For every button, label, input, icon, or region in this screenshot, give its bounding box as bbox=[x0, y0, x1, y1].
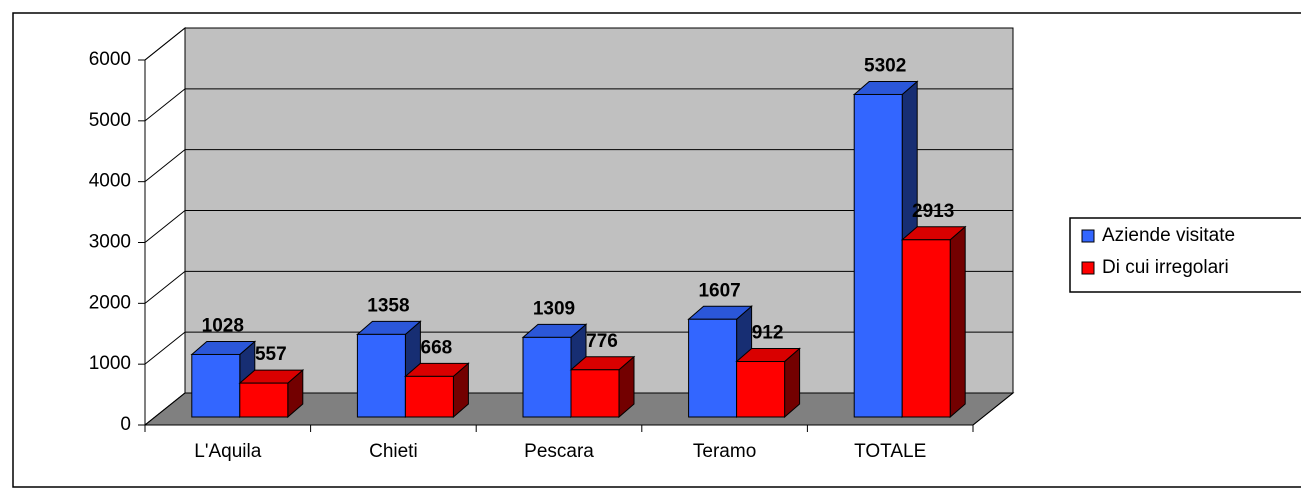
value-label: 1309 bbox=[533, 298, 575, 319]
legend-label: Di cui irregolari bbox=[1102, 257, 1229, 278]
bar-side bbox=[949, 225, 966, 419]
legend-swatch bbox=[1081, 261, 1095, 275]
y-tick-label: 3000 bbox=[89, 232, 131, 253]
value-label: 912 bbox=[752, 323, 784, 344]
value-label: 1028 bbox=[202, 315, 244, 336]
y-tick-label: 1000 bbox=[89, 353, 131, 374]
grid-line bbox=[144, 210, 1013, 243]
value-label: 776 bbox=[586, 331, 618, 352]
bar bbox=[191, 353, 241, 418]
bar bbox=[356, 333, 406, 418]
bar bbox=[570, 369, 620, 418]
grid-line bbox=[144, 270, 1013, 304]
grid-line bbox=[144, 149, 1013, 183]
y-tick-label: 6000 bbox=[89, 49, 131, 70]
bar bbox=[404, 375, 454, 418]
grid-line bbox=[144, 88, 1013, 122]
bar bbox=[688, 318, 738, 418]
x-tick-label: Teramo bbox=[693, 441, 756, 462]
y-tick-label: 4000 bbox=[89, 171, 131, 192]
bar bbox=[901, 239, 951, 418]
legend-label: Aziende visitate bbox=[1102, 225, 1235, 246]
value-label: 1607 bbox=[698, 280, 740, 301]
y-tick-label: 5000 bbox=[89, 110, 131, 131]
bar bbox=[853, 93, 903, 418]
legend-swatch bbox=[1081, 229, 1095, 243]
y-tick-label: 0 bbox=[120, 414, 131, 435]
legend-box bbox=[1069, 217, 1301, 293]
value-label: 668 bbox=[421, 337, 453, 358]
floor-edge bbox=[972, 392, 1014, 426]
value-label: 2913 bbox=[912, 201, 954, 222]
x-tick-label: Pescara bbox=[524, 441, 594, 462]
y-tick-label: 2000 bbox=[89, 292, 131, 313]
value-label: 1358 bbox=[367, 295, 409, 316]
grid-line bbox=[144, 27, 1013, 61]
value-label: 557 bbox=[255, 344, 287, 365]
bar bbox=[239, 382, 289, 418]
bar bbox=[736, 361, 786, 418]
x-tick-label: L'Aquila bbox=[194, 441, 261, 462]
value-label: 5302 bbox=[864, 55, 906, 76]
bar bbox=[522, 336, 572, 418]
x-tick-label: TOTALE bbox=[854, 441, 926, 462]
x-tick-label: Chieti bbox=[369, 441, 418, 462]
